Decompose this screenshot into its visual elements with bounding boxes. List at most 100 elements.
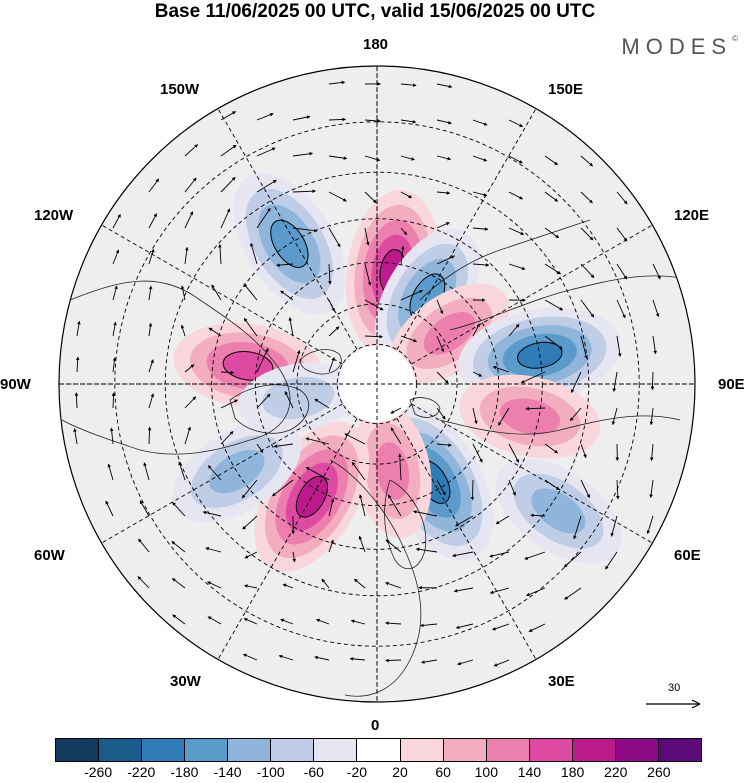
wind-arrow [508,323,520,337]
wind-arrow [472,371,483,377]
wind-arrow [243,618,258,625]
lon-label-30w: 30W [170,673,201,690]
wind-arrow [616,335,622,357]
colorbar-tick-label: -180 [170,764,199,780]
wind-arrow [364,119,382,123]
wind-arrow [436,443,452,447]
wind-arrow [243,317,258,337]
meridian-line [101,224,343,365]
wind-arrow [508,119,524,128]
colorbar-cell [658,739,701,761]
wind-arrow [364,334,383,339]
wind-arrow [580,191,593,204]
wind-arrow [171,541,186,553]
wind-arrow [184,364,195,373]
wind-arrow [580,155,594,167]
wind-arrow [524,551,546,560]
wind-arrow [646,515,654,535]
graticule [59,66,695,702]
wind-arrow [605,551,618,570]
colorbar-tick-label: 60 [435,764,451,780]
wind-arrow [172,502,186,517]
wind-arrow [616,191,628,205]
wind-arrow [421,659,438,664]
brand-logo: MODES© [621,34,738,60]
wind-arrow [652,299,660,318]
anomaly-contour [262,376,335,419]
wind-arrow [76,320,81,337]
wind-arrow [652,263,661,280]
wind-arrow [453,587,474,593]
wind-arrow [207,581,222,589]
latitude-circle [254,261,500,507]
wind-arrow [564,587,582,600]
wind-arrow [138,538,150,553]
wind-arrow [328,326,340,337]
colorbar-tick-label: 220 [604,764,628,780]
wind-arrow [472,263,490,267]
wind-arrow [492,623,510,631]
wind-arrow [569,407,582,422]
wind-arrow [436,479,446,496]
wind-arrow [580,263,595,279]
wind-vectors [73,80,661,667]
wind-arrow [105,500,114,517]
wind-arrow [616,227,628,242]
wind-arrow [207,616,222,625]
wind-arrow [112,285,118,301]
wind-arrow [328,263,332,285]
wind-arrow [112,357,117,373]
wind-arrow [148,248,155,265]
wind-arrow [611,407,618,426]
wind-arrow [390,407,402,414]
wind-arrow [139,500,150,517]
wind-arrow [112,321,117,337]
wind-arrow [472,227,489,231]
wind-arrow [147,426,152,445]
colorbar-tick-label: 20 [392,764,408,780]
wind-arrow [256,207,271,229]
wind-arrow [457,659,474,666]
wind-arrow [314,655,330,661]
colorbar-tick-label: -140 [213,764,242,780]
wind-arrow [390,427,402,445]
wind-arrow [256,393,271,409]
colorbar-tick-label: -260 [84,764,113,780]
wind-arrow [107,463,114,481]
wind-arrow [282,583,294,589]
wind-arrow [278,654,294,661]
wind-arrow [610,515,618,537]
wind-arrow [256,347,269,373]
wind-arrow [148,322,153,337]
meridian-line [411,403,653,544]
reference-vector-value: 30 [668,682,681,694]
wind-arrow [292,349,301,373]
meridian-line [396,108,537,350]
wind-arrow [508,191,524,200]
wind-arrow [328,356,335,373]
wind-arrow [184,177,197,193]
anomaly-contour [209,449,265,494]
wind-arrow [364,299,384,311]
lon-label-60e: 60E [674,547,701,564]
wind-arrow [328,117,347,122]
brand-mark: © [732,34,738,43]
colorbar-tick-label: -60 [303,764,324,780]
wind-arrow [493,659,510,667]
wind-arrow [571,371,582,394]
wind-arrow [220,208,231,229]
anomaly-contour [222,351,274,381]
colorbar-cell [615,739,659,761]
colorbar-cell [271,739,315,761]
wind-arrow [650,371,655,391]
wind-arrow [436,371,449,384]
wind-arrow [436,191,451,195]
meridian-line [411,224,653,365]
wind-arrow [344,433,366,445]
wind-arrow [544,191,559,202]
colorbar-tick-label: 260 [647,764,671,780]
wind-arrow [256,443,264,454]
wind-arrow [328,191,347,202]
wind-arrow [211,284,222,301]
wind-arrow [580,335,588,360]
